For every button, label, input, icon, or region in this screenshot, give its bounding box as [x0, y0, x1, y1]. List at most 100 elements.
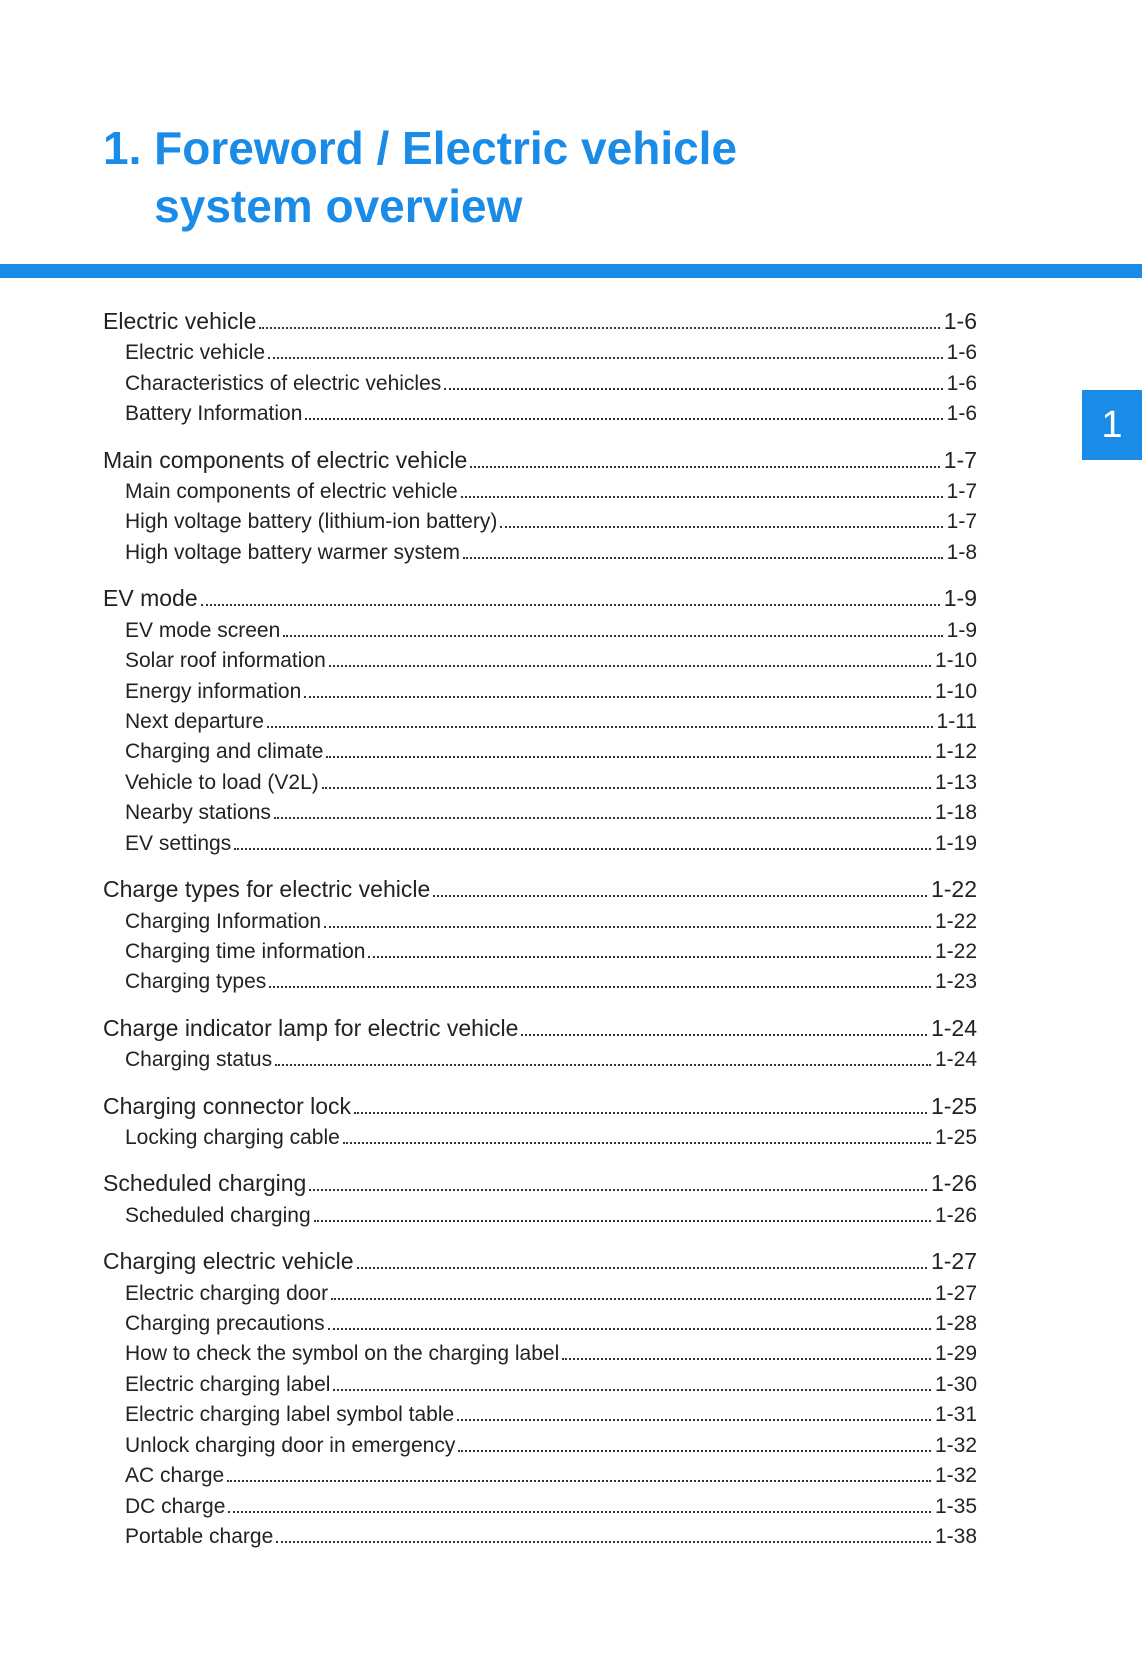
toc-sub-label: EV mode screen: [125, 616, 280, 646]
toc-main-page: 1-27: [931, 1245, 977, 1278]
toc-sub-row: Locking charging cable 1-25: [103, 1123, 977, 1153]
toc-group: Charging connector lock1-25Locking charg…: [103, 1090, 977, 1154]
toc-dots: [357, 1267, 927, 1269]
toc-sub-page: 1-28: [935, 1309, 977, 1339]
toc-main-row: Charge types for electric vehicle1-22: [103, 873, 977, 906]
toc-sub-page: 1-6: [947, 399, 977, 429]
toc-sub-page: 1-10: [935, 677, 977, 707]
toc-group: Electric vehicle1-6Electric vehicle1-6Ch…: [103, 305, 977, 430]
toc-dots: [275, 1064, 931, 1066]
toc-sub-row: Energy information 1-10: [103, 677, 977, 707]
toc-sub-label: EV settings: [125, 829, 231, 859]
toc-sub-page: 1-29: [935, 1339, 977, 1369]
toc-sub-page: 1-27: [935, 1279, 977, 1309]
toc-sub-page: 1-8: [947, 538, 977, 568]
toc-dots: [333, 1389, 931, 1391]
toc-sub-row: Electric charging label 1-30: [103, 1370, 977, 1400]
toc-sub-label: Charging types: [125, 967, 266, 997]
toc-dots: [433, 895, 927, 897]
toc-sub-label: Charging and climate: [125, 737, 323, 767]
toc-sub-row: Charging Information1-22: [103, 907, 977, 937]
toc-sub-page: 1-25: [935, 1123, 977, 1153]
toc-sub-label: Solar roof information: [125, 646, 326, 676]
toc-sub-label: Electric charging label symbol table: [125, 1400, 454, 1430]
toc-dots: [324, 926, 931, 928]
page-content: 1. Foreword / Electric vehicle 1. system…: [0, 0, 1142, 1638]
toc-dots: [201, 604, 940, 606]
toc-dots: [343, 1142, 931, 1144]
toc-sub-page: 1-6: [947, 369, 977, 399]
toc-sub-page: 1-9: [947, 616, 977, 646]
toc-sub-label: Unlock charging door in emergency: [125, 1431, 455, 1461]
toc-sub-label: DC charge: [125, 1492, 225, 1522]
toc-sub-label: Electric charging label: [125, 1370, 330, 1400]
toc-dots: [267, 726, 933, 728]
toc-sub-row: Battery Information1-6: [103, 399, 977, 429]
toc-sub-row: Charging and climate1-12: [103, 737, 977, 767]
chapter-title-line2: system overview: [154, 180, 522, 232]
toc-sub-row: How to check the symbol on the charging …: [103, 1339, 977, 1369]
toc-sub-label: High voltage battery warmer system: [125, 538, 460, 568]
toc-sub-page: 1-23: [935, 967, 977, 997]
toc-dots: [521, 1034, 926, 1036]
toc-sub-label: Charging status: [125, 1045, 272, 1075]
toc-main-label: Charging electric vehicle: [103, 1245, 354, 1278]
toc-sub-page: 1-7: [947, 507, 977, 537]
toc-sub-label: Energy information: [125, 677, 301, 707]
toc-dots: [562, 1358, 931, 1360]
toc-sub-label: Locking charging cable: [125, 1123, 340, 1153]
toc-dots: [354, 1112, 927, 1114]
chapter-title-line1: Foreword / Electric vehicle: [154, 122, 737, 174]
toc-main-label: Scheduled charging: [103, 1167, 306, 1200]
toc-sub-page: 1-22: [935, 937, 977, 967]
toc-sub-page: 1-30: [935, 1370, 977, 1400]
toc-main-page: 1-26: [931, 1167, 977, 1200]
toc-sub-label: AC charge: [125, 1461, 224, 1491]
toc-dots: [458, 1450, 931, 1452]
toc-sub-row: Unlock charging door in emergency1-32: [103, 1431, 977, 1461]
toc-sub-page: 1-31: [935, 1400, 977, 1430]
toc-dots: [457, 1419, 931, 1421]
toc-sub-page: 1-18: [935, 798, 977, 828]
chapter-number: 1.: [103, 122, 141, 174]
toc-group: Main components of electric vehicle1-7Ma…: [103, 444, 977, 569]
toc-sub-label: Nearby stations: [125, 798, 271, 828]
toc-sub-label: Electric charging door: [125, 1279, 328, 1309]
toc-dots: [268, 357, 943, 359]
toc-sub-label: Scheduled charging: [125, 1201, 311, 1231]
toc-sub-page: 1-26: [935, 1201, 977, 1231]
toc-main-page: 1-22: [931, 873, 977, 906]
toc-sub-row: Electric vehicle1-6: [103, 338, 977, 368]
toc-sub-label: Charging Information: [125, 907, 321, 937]
toc-group: Charging electric vehicle1-27Electric ch…: [103, 1245, 977, 1552]
toc-dots: [368, 956, 931, 958]
toc-main-row: Charge indicator lamp for electric vehic…: [103, 1012, 977, 1045]
toc-sub-page: 1-24: [935, 1045, 977, 1075]
toc-sub-page: 1-35: [935, 1492, 977, 1522]
toc-main-row: EV mode 1-9: [103, 582, 977, 615]
toc-dots: [461, 496, 943, 498]
toc-dots: [463, 557, 943, 559]
toc-sub-label: Vehicle to load (V2L): [125, 768, 319, 798]
toc-main-label: EV mode: [103, 582, 198, 615]
toc-sub-row: Electric charging label symbol table 1-31: [103, 1400, 977, 1430]
toc-sub-label: Charging precautions: [125, 1309, 325, 1339]
toc-dots: [305, 418, 942, 420]
table-of-contents: Electric vehicle1-6Electric vehicle1-6Ch…: [95, 305, 1047, 1552]
toc-main-row: Charging connector lock1-25: [103, 1090, 977, 1123]
toc-sub-row: Vehicle to load (V2L)1-13: [103, 768, 977, 798]
toc-sub-row: Electric charging door 1-27: [103, 1279, 977, 1309]
toc-sub-row: Charging status 1-24: [103, 1045, 977, 1075]
toc-sub-page: 1-7: [947, 477, 977, 507]
toc-sub-row: Solar roof information1-10: [103, 646, 977, 676]
toc-dots: [500, 526, 942, 528]
toc-sub-row: Next departure1-11: [103, 707, 977, 737]
toc-sub-row: AC charge1-32: [103, 1461, 977, 1491]
toc-dots: [331, 1298, 931, 1300]
toc-main-page: 1-9: [944, 582, 977, 615]
toc-group: Charge types for electric vehicle1-22Cha…: [103, 873, 977, 998]
toc-group: EV mode1-9EV mode screen1-9Solar roof in…: [103, 582, 977, 859]
toc-dots: [470, 466, 939, 468]
toc-sub-row: Charging types 1-23: [103, 967, 977, 997]
toc-dots: [322, 787, 931, 789]
